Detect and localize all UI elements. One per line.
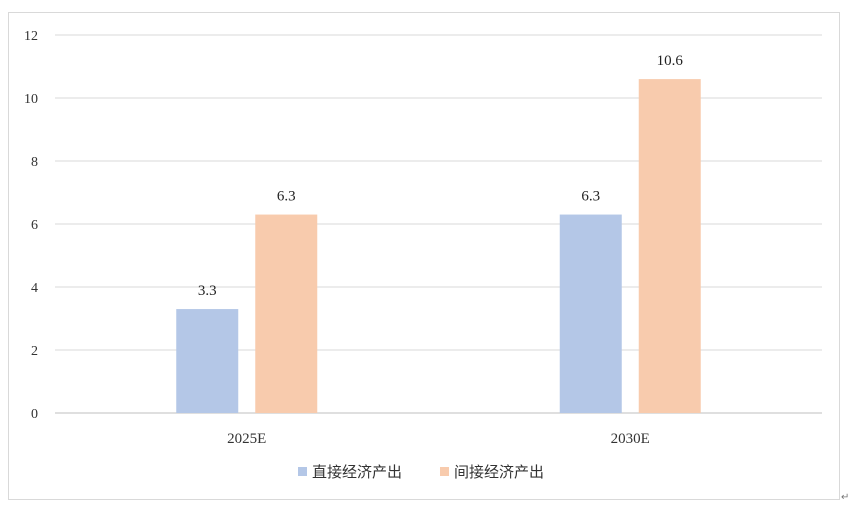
bar [176, 309, 239, 413]
y-tick-label: 10 [24, 92, 38, 107]
legend: 直接经济产出 间接经济产出 [298, 463, 544, 481]
x-axis: 2025E 2030E [227, 431, 650, 447]
y-tick-label: 8 [31, 155, 38, 170]
legend-label: 间接经济产出 [454, 463, 544, 481]
legend-swatch [298, 467, 307, 476]
gridlines [55, 34, 822, 414]
legend-label: 直接经济产出 [312, 463, 402, 481]
y-tick-label: 12 [24, 29, 38, 44]
x-tick-label: 2025E [227, 431, 266, 447]
paragraph-mark: ↵ [841, 492, 850, 503]
data-label: 6.3 [581, 189, 600, 205]
bar [638, 79, 701, 413]
x-tick-label: 2030E [611, 431, 650, 447]
y-tick-label: 2 [31, 344, 38, 359]
bar [559, 214, 622, 413]
data-label: 10.6 [657, 53, 684, 69]
data-labels: 3.3 6.3 6.3 10.6 [198, 53, 684, 299]
bar [255, 214, 318, 413]
y-tick-label: 4 [31, 281, 38, 296]
y-tick-label: 6 [31, 218, 38, 233]
legend-swatch [440, 467, 449, 476]
chart-frame [8, 12, 840, 500]
y-tick-label: 0 [31, 407, 38, 422]
y-axis: 0 2 4 6 8 10 12 [24, 29, 38, 422]
data-label: 3.3 [198, 283, 217, 299]
data-label: 6.3 [277, 189, 296, 205]
bars [176, 79, 701, 413]
